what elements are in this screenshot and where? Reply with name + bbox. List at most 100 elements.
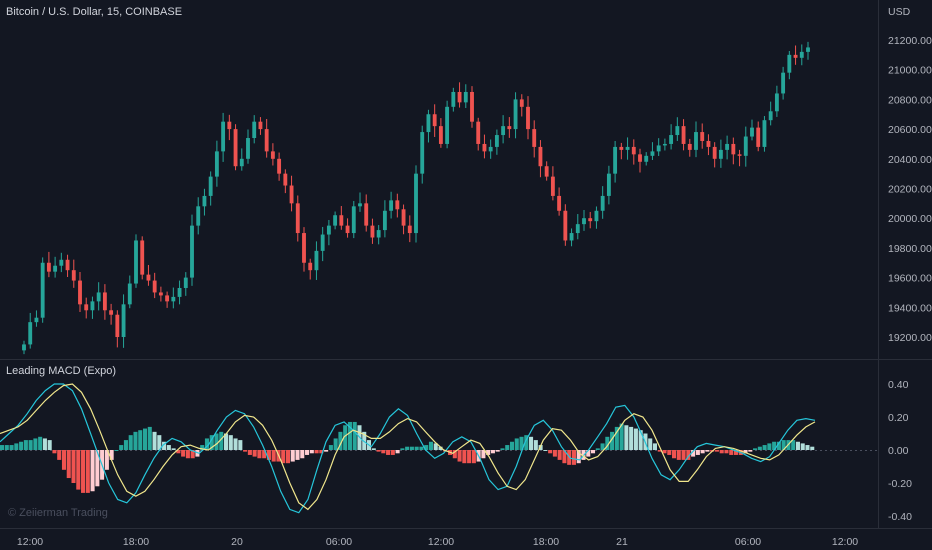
histogram-bar[interactable]	[529, 436, 534, 450]
candle-body[interactable]	[606, 173, 611, 196]
candle-body[interactable]	[295, 203, 300, 234]
candle-body[interactable]	[109, 310, 114, 315]
histogram-bar[interactable]	[700, 450, 705, 454]
histogram-bar[interactable]	[152, 431, 157, 450]
candle-body[interactable]	[594, 210, 599, 222]
histogram-bar[interactable]	[390, 450, 395, 455]
histogram-bar[interactable]	[557, 450, 562, 460]
candle-body[interactable]	[40, 262, 45, 318]
histogram-bar[interactable]	[219, 431, 224, 450]
histogram-bar[interactable]	[386, 450, 391, 455]
candle-body[interactable]	[743, 136, 748, 156]
candle-body[interactable]	[115, 314, 120, 337]
candle-body[interactable]	[302, 233, 306, 263]
histogram-bar[interactable]	[109, 450, 114, 460]
histogram-bar[interactable]	[190, 450, 195, 459]
candle-body[interactable]	[550, 176, 555, 196]
histogram-bar[interactable]	[605, 436, 610, 450]
candle-body[interactable]	[656, 145, 661, 152]
candle-body[interactable]	[712, 146, 717, 159]
histogram-bar[interactable]	[61, 450, 67, 470]
candle-body[interactable]	[314, 250, 319, 271]
histogram-bar[interactable]	[667, 450, 672, 455]
histogram-bar[interactable]	[610, 431, 615, 450]
histogram-bar[interactable]	[772, 441, 777, 450]
candle-body[interactable]	[463, 91, 468, 103]
candle-body[interactable]	[488, 146, 493, 152]
candle-body[interactable]	[202, 195, 207, 207]
candle-body[interactable]	[501, 126, 506, 136]
histogram-bar[interactable]	[238, 440, 243, 450]
candle-body[interactable]	[320, 234, 325, 251]
histogram-bar[interactable]	[271, 450, 276, 462]
histogram-bar[interactable]	[309, 450, 314, 454]
histogram-bar[interactable]	[748, 450, 753, 452]
histogram-bar[interactable]	[462, 450, 467, 464]
candle-body[interactable]	[774, 93, 779, 112]
candle-body[interactable]	[196, 206, 201, 226]
candle-body[interactable]	[799, 51, 804, 58]
histogram-bar[interactable]	[290, 450, 295, 462]
candle-body[interactable]	[277, 158, 282, 174]
histogram-bar[interactable]	[424, 445, 429, 450]
histogram-bar[interactable]	[343, 425, 348, 450]
histogram-bar[interactable]	[552, 450, 557, 457]
candle-body[interactable]	[644, 155, 649, 162]
histogram-bar[interactable]	[57, 450, 62, 460]
histogram-bar[interactable]	[519, 436, 524, 450]
histogram-bar[interactable]	[233, 438, 238, 450]
histogram-bar[interactable]	[371, 448, 376, 450]
histogram-bar[interactable]	[166, 445, 171, 450]
macd-lines[interactable]	[0, 383, 816, 514]
candle-body[interactable]	[768, 111, 773, 121]
candle-body[interactable]	[588, 218, 593, 222]
histogram-bar[interactable]	[629, 426, 634, 450]
candle-body[interactable]	[507, 126, 512, 130]
histogram-bar[interactable]	[805, 445, 810, 450]
histogram-bar[interactable]	[300, 450, 305, 459]
candle-body[interactable]	[731, 143, 736, 155]
histogram-bar[interactable]	[676, 450, 681, 460]
candle-body[interactable]	[445, 106, 450, 144]
histogram-bar[interactable]	[47, 440, 52, 450]
histogram-bar[interactable]	[138, 430, 143, 450]
candle-body[interactable]	[127, 283, 132, 305]
candle-body[interactable]	[121, 304, 126, 337]
histogram-bar[interactable]	[471, 450, 476, 464]
histogram-bar[interactable]	[52, 450, 57, 454]
histogram-bar[interactable]	[381, 450, 386, 454]
histogram-bar[interactable]	[147, 426, 152, 450]
candle-body[interactable]	[675, 126, 680, 136]
histogram-bar[interactable]	[481, 450, 486, 459]
histogram-bar[interactable]	[800, 443, 805, 450]
candle-body[interactable]	[140, 240, 145, 275]
candles-series[interactable]	[22, 41, 810, 355]
histogram-bar[interactable]	[781, 440, 786, 450]
histogram-bar[interactable]	[543, 450, 548, 451]
histogram-bar[interactable]	[281, 450, 286, 464]
histogram-bar[interactable]	[114, 450, 119, 451]
time-axis[interactable]: 12:00 18:00 20 06:00 12:00 18:00 21 06:00 12:00	[17, 536, 858, 548]
histogram-bar[interactable]	[662, 450, 667, 454]
candle-body[interactable]	[308, 262, 313, 271]
candle-body[interactable]	[165, 295, 170, 302]
histogram-bar[interactable]	[119, 445, 124, 450]
histogram-bar[interactable]	[285, 450, 291, 464]
histogram-bar[interactable]	[409, 446, 414, 450]
candle-body[interactable]	[669, 135, 674, 144]
candle-body[interactable]	[283, 173, 288, 186]
candle-body[interactable]	[395, 200, 400, 210]
candle-body[interactable]	[22, 344, 26, 351]
candle-body[interactable]	[152, 280, 157, 293]
histogram-bar[interactable]	[548, 450, 553, 454]
histogram-bar[interactable]	[652, 443, 658, 450]
histogram-bar[interactable]	[657, 450, 662, 452]
price-axis[interactable]: 21200.00 21000.00 20800.00 20600.00 20400.00…	[888, 35, 932, 344]
candle-body[interactable]	[538, 146, 543, 167]
candle-body[interactable]	[401, 209, 406, 226]
histogram-bar[interactable]	[624, 425, 629, 450]
candle-body[interactable]	[71, 270, 76, 281]
candle-body[interactable]	[190, 225, 194, 278]
histogram-bar[interactable]	[495, 450, 500, 452]
